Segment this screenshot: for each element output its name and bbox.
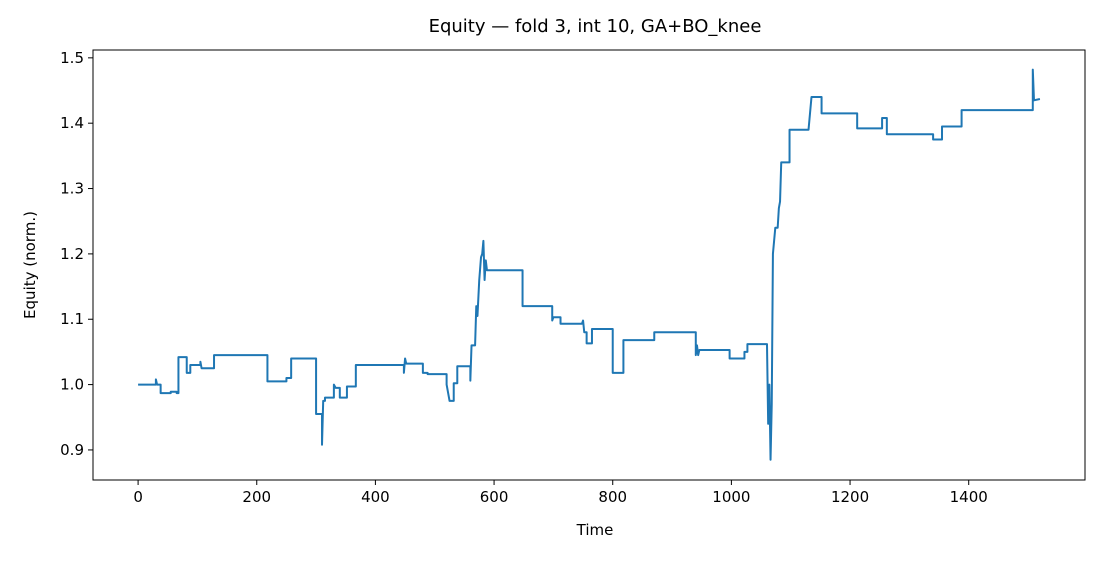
x-axis-label: Time	[576, 521, 614, 539]
x-tick-label: 1000	[712, 488, 750, 506]
y-tick-label: 1.4	[60, 114, 84, 132]
x-tick-label: 800	[598, 488, 627, 506]
y-tick-label: 1.1	[60, 310, 84, 328]
x-tick-label: 400	[361, 488, 390, 506]
chart-title: Equity — fold 3, int 10, GA+BO_knee	[429, 16, 762, 37]
equity-line	[138, 68, 1041, 461]
x-tick-label: 0	[133, 488, 143, 506]
y-tick-label: 1.0	[60, 376, 84, 394]
x-tick-label: 600	[480, 488, 509, 506]
x-tick-label: 1400	[950, 488, 988, 506]
y-tick-label: 1.3	[60, 180, 84, 198]
x-tick-label: 200	[242, 488, 271, 506]
y-tick-label: 1.2	[60, 245, 84, 263]
y-axis-label: Equity (norm.)	[21, 211, 39, 319]
x-tick-label: 1200	[831, 488, 869, 506]
y-tick-label: 1.5	[60, 49, 84, 67]
y-tick-label: 0.9	[60, 441, 84, 459]
plot-frame	[92, 49, 1086, 481]
